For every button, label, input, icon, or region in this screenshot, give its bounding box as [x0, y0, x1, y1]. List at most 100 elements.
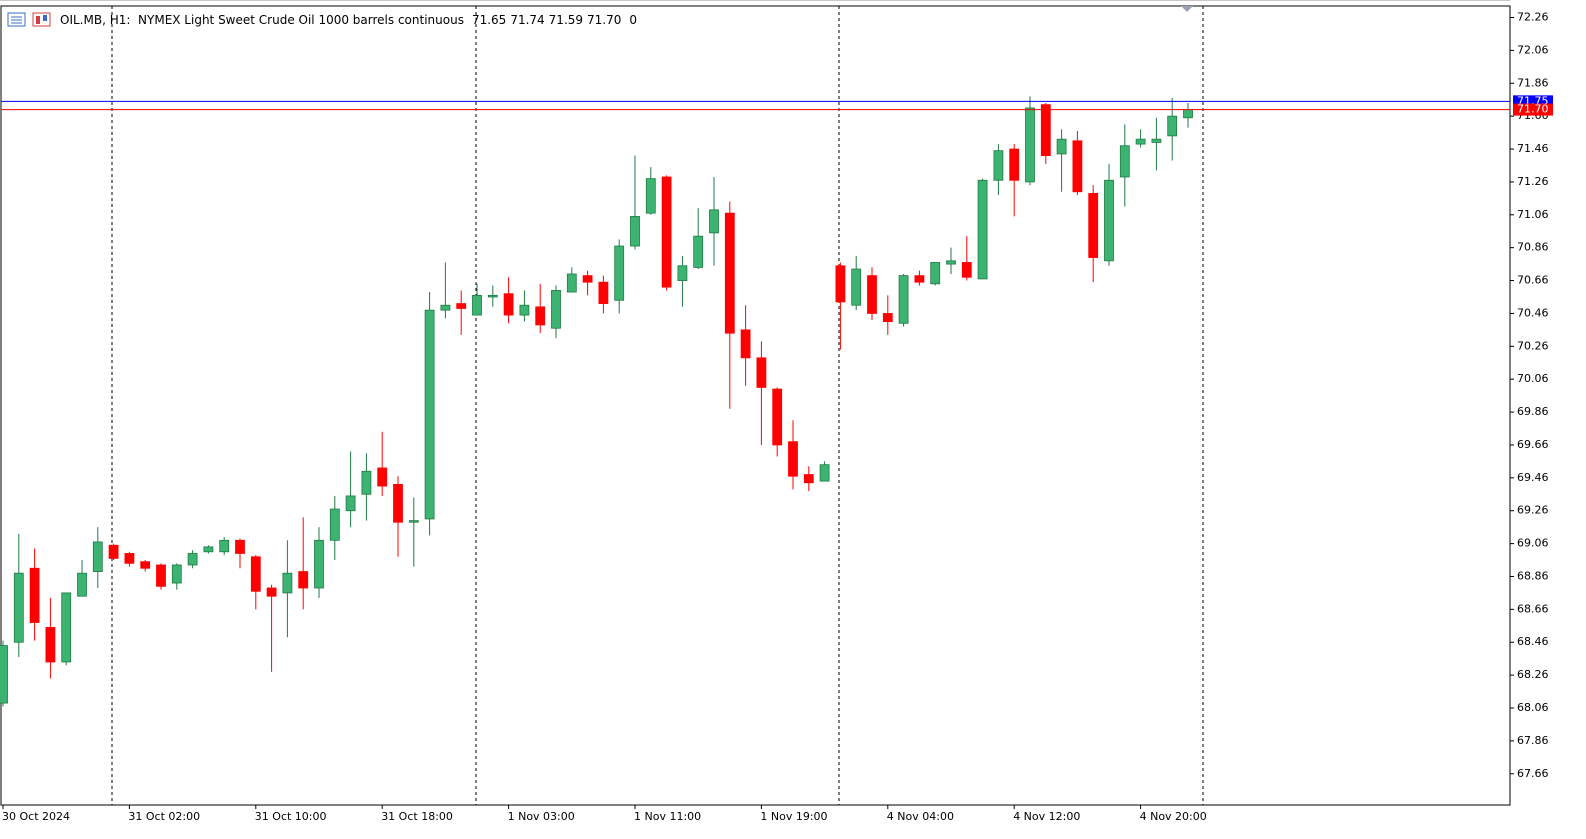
- x-tick-label: 31 Oct 02:00: [128, 810, 200, 823]
- x-tick-label: 1 Nov 11:00: [634, 810, 701, 823]
- candle-body: [772, 388, 783, 446]
- candle-body: [740, 329, 751, 359]
- candle-body: [1072, 140, 1083, 193]
- quote: 71.59: [549, 13, 583, 27]
- x-tick-label: 30 Oct 2024: [2, 810, 70, 823]
- y-tick-label: 71.86: [1517, 76, 1549, 89]
- candle-body: [1056, 138, 1067, 155]
- candle-body: [13, 572, 24, 643]
- candle-body: [946, 260, 956, 265]
- candle-body: [140, 561, 151, 569]
- y-tick-label: 69.06: [1517, 537, 1549, 550]
- candle-body: [424, 309, 435, 520]
- candle-body: [503, 293, 514, 316]
- y-tick-label: 72.26: [1517, 11, 1549, 24]
- candle-body: [535, 306, 546, 326]
- candle-body: [108, 544, 119, 559]
- candle-body: [1151, 138, 1162, 143]
- icon: [32, 12, 51, 27]
- candle-body: [693, 235, 704, 268]
- candle-body: [77, 572, 87, 597]
- candle-body: [645, 178, 656, 214]
- y-tick-label: 70.26: [1517, 339, 1549, 352]
- period-separators: [111, 6, 1204, 805]
- candle-body: [361, 470, 372, 495]
- candle-body: [519, 304, 530, 316]
- candle-body: [345, 495, 356, 512]
- candle-body: [92, 541, 103, 572]
- x-tick-label: 1 Nov 19:00: [760, 810, 827, 823]
- candle-body: [851, 268, 862, 306]
- candle-body: [408, 520, 419, 523]
- y-tick-label: 68.06: [1517, 701, 1549, 714]
- y-tick-label: 68.66: [1517, 602, 1549, 615]
- candle-body: [709, 209, 719, 234]
- icon: [36, 16, 40, 24]
- y-tick-label: 68.86: [1517, 569, 1549, 582]
- plot-frame: [0, 5, 1511, 806]
- quote: 71.65: [472, 13, 506, 27]
- y-tick-label: 71.26: [1517, 175, 1549, 188]
- candle-body: [819, 464, 830, 482]
- candle-body: [930, 262, 941, 285]
- candle-body: [456, 303, 467, 309]
- candle-body: [598, 281, 609, 304]
- candle-body: [614, 245, 625, 301]
- candle-body: [377, 467, 388, 487]
- candle-body: [1040, 104, 1051, 157]
- y-tick-label: 68.46: [1517, 635, 1549, 648]
- candle-body: [551, 290, 561, 329]
- candle-body: [867, 275, 877, 314]
- candle-body: [882, 313, 893, 323]
- candle-body: [1025, 107, 1035, 183]
- x-tick-label: 31 Oct 10:00: [255, 810, 327, 823]
- candle-body: [1183, 109, 1193, 119]
- candle-body: [314, 539, 324, 589]
- candle-body: [756, 357, 767, 388]
- price-tag: [1513, 103, 1553, 116]
- candle-body: [487, 294, 498, 298]
- y-tick-label: 69.86: [1517, 405, 1549, 418]
- candle-body: [156, 564, 166, 587]
- candle-body: [266, 587, 277, 597]
- candle-body: [835, 265, 846, 303]
- quote: 71.74: [510, 13, 544, 27]
- y-tick-label: 72.06: [1517, 43, 1549, 56]
- y-tick-label: 67.66: [1517, 767, 1549, 780]
- candle-body: [566, 273, 577, 293]
- symbol-icons: [7, 12, 51, 27]
- candle-body: [788, 441, 798, 477]
- candle-body: [961, 262, 972, 278]
- candle-body: [393, 484, 403, 523]
- x-tick-label: 4 Nov 12:00: [1013, 810, 1080, 823]
- y-tick-label: 71.06: [1517, 208, 1549, 221]
- candle-body: [472, 294, 482, 316]
- candle-body: [661, 176, 672, 288]
- candle-body: [0, 645, 8, 704]
- candle-body: [630, 216, 640, 247]
- candle-body: [29, 567, 40, 623]
- candle-body: [1088, 193, 1099, 258]
- candle-body: [898, 275, 909, 324]
- quote: 71.70: [587, 13, 621, 27]
- y-tick-label: 70.86: [1517, 241, 1549, 254]
- y-tick-label: 71.46: [1517, 142, 1549, 155]
- y-tick-label: 69.26: [1517, 504, 1549, 517]
- candle-body: [914, 275, 925, 283]
- candle-body: [187, 553, 198, 566]
- x-tick-label: 4 Nov 20:00: [1140, 810, 1207, 823]
- candle-body: [440, 304, 451, 311]
- candle-body: [203, 546, 214, 553]
- candle-body: [250, 556, 261, 592]
- candle-body: [724, 212, 735, 334]
- candle-body: [1135, 138, 1146, 145]
- y-tick-label: 69.66: [1517, 438, 1549, 451]
- icon: [43, 15, 47, 21]
- price-tag-label: 71.70: [1517, 103, 1549, 116]
- candle-body: [1119, 145, 1130, 178]
- shift-marker: [1181, 6, 1193, 12]
- candle-body: [45, 627, 56, 663]
- y-tick-label: 70.46: [1517, 306, 1549, 319]
- header: OIL.MB, H1: NYMEX Light Sweet Crude Oil …: [60, 13, 637, 27]
- y-tick-label: 68.26: [1517, 668, 1549, 681]
